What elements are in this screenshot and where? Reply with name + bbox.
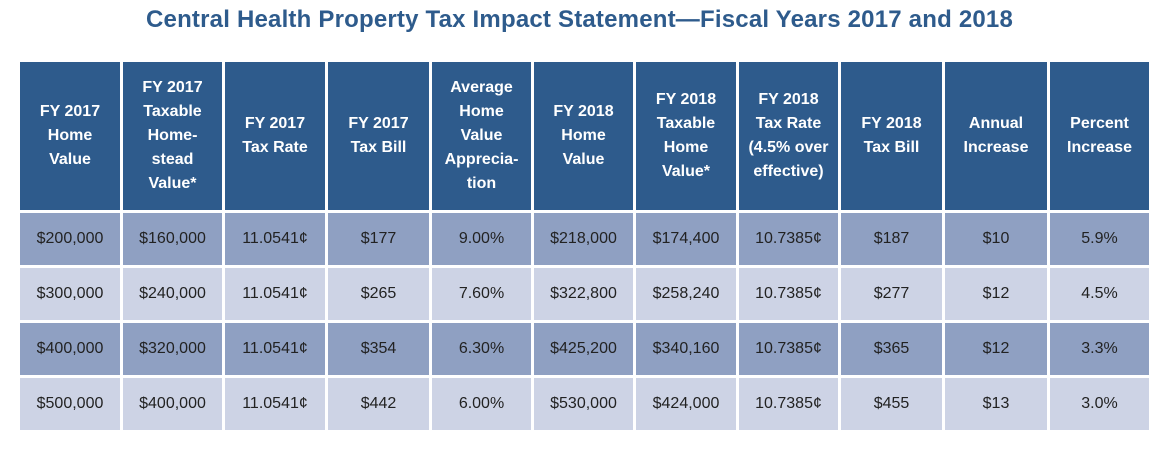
table-cell: $455 bbox=[841, 378, 942, 430]
table-cell: $218,000 bbox=[534, 213, 633, 265]
table-cell: 6.00% bbox=[432, 378, 531, 430]
column-header: FY 2017 Tax Rate bbox=[225, 62, 325, 210]
tax-impact-table: FY 2017 Home Value FY 2017 Taxable Home-… bbox=[17, 59, 1152, 433]
table-cell: $425,200 bbox=[534, 323, 633, 375]
table-cell: 11.0541¢ bbox=[225, 323, 325, 375]
table-cell: $258,240 bbox=[636, 268, 736, 320]
table-cell: $400,000 bbox=[20, 323, 120, 375]
header-row: FY 2017 Home Value FY 2017 Taxable Home-… bbox=[20, 62, 1149, 210]
table-cell: $365 bbox=[841, 323, 942, 375]
table-cell: $424,000 bbox=[636, 378, 736, 430]
table-cell: $12 bbox=[945, 323, 1047, 375]
column-header: FY 2017 Home Value bbox=[20, 62, 120, 210]
table-cell: 3.3% bbox=[1050, 323, 1149, 375]
table-cell: $340,160 bbox=[636, 323, 736, 375]
table-cell: $500,000 bbox=[20, 378, 120, 430]
table-cell: $13 bbox=[945, 378, 1047, 430]
column-header: FY 2018 Tax Rate (4.5% over effective) bbox=[739, 62, 838, 210]
table-cell: $240,000 bbox=[123, 268, 222, 320]
table-cell: $300,000 bbox=[20, 268, 120, 320]
table-cell: 7.60% bbox=[432, 268, 531, 320]
column-header: Percent Increase bbox=[1050, 62, 1149, 210]
table-cell: $10 bbox=[945, 213, 1047, 265]
table-cell: $320,000 bbox=[123, 323, 222, 375]
table-cell: $177 bbox=[328, 213, 429, 265]
column-header: FY 2018 Taxable Home Value* bbox=[636, 62, 736, 210]
table-cell: $354 bbox=[328, 323, 429, 375]
page-title: Central Health Property Tax Impact State… bbox=[145, 6, 1014, 33]
table-row: $500,000 $400,000 11.0541¢ $442 6.00% $530,00… bbox=[20, 378, 1149, 430]
column-header: Annual Increase bbox=[945, 62, 1047, 210]
column-header: FY 2018 Tax Bill bbox=[841, 62, 942, 210]
table-cell: $530,000 bbox=[534, 378, 633, 430]
column-header: FY 2018 Home Value bbox=[534, 62, 633, 210]
table-cell: $160,000 bbox=[123, 213, 222, 265]
table-cell: 11.0541¢ bbox=[225, 268, 325, 320]
table-cell: 3.0% bbox=[1050, 378, 1149, 430]
table-cell: 10.7385¢ bbox=[739, 213, 838, 265]
table-cell: 11.0541¢ bbox=[225, 378, 325, 430]
table-cell: 10.7385¢ bbox=[739, 268, 838, 320]
table-cell: 11.0541¢ bbox=[225, 213, 325, 265]
table-cell: $277 bbox=[841, 268, 942, 320]
table-cell: $400,000 bbox=[123, 378, 222, 430]
table-cell: 6.30% bbox=[432, 323, 531, 375]
column-header: Average Home Value Apprecia-tion bbox=[432, 62, 531, 210]
table-cell: $187 bbox=[841, 213, 942, 265]
table-cell: 9.00% bbox=[432, 213, 531, 265]
table-cell: 10.7385¢ bbox=[739, 378, 838, 430]
column-header: FY 2017 Taxable Home-stead Value* bbox=[123, 62, 222, 210]
table-row: $200,000 $160,000 11.0541¢ $177 9.00% $218,00… bbox=[20, 213, 1149, 265]
table-cell: 5.9% bbox=[1050, 213, 1149, 265]
column-header: FY 2017 Tax Bill bbox=[328, 62, 429, 210]
table-cell: $322,800 bbox=[534, 268, 633, 320]
table-cell: 4.5% bbox=[1050, 268, 1149, 320]
table-cell: $12 bbox=[945, 268, 1047, 320]
table-row: $400,000 $320,000 11.0541¢ $354 6.30% $425,20… bbox=[20, 323, 1149, 375]
table-cell: $442 bbox=[328, 378, 429, 430]
table-cell: $174,400 bbox=[636, 213, 736, 265]
table-cell: $265 bbox=[328, 268, 429, 320]
table-row: $300,000 $240,000 11.0541¢ $265 7.60% $322,80… bbox=[20, 268, 1149, 320]
table-cell: 10.7385¢ bbox=[739, 323, 838, 375]
table-cell: $200,000 bbox=[20, 213, 120, 265]
